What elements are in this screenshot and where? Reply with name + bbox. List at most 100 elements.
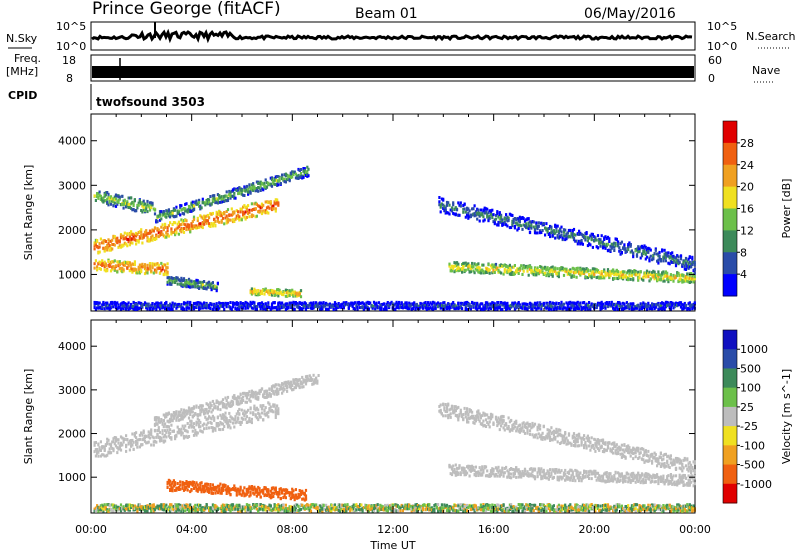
echo-cell [662,305,665,309]
echo-cell [608,301,611,304]
echo-cell [550,304,553,308]
echo-cell [250,187,253,191]
echo-cell [662,279,665,283]
echo-cell [177,209,180,213]
echo-cell [612,268,615,272]
echo-cell [448,203,451,207]
echo-cell [130,267,133,271]
echo-cell [153,302,157,306]
echo-cell [492,301,495,305]
echo-cell [257,189,260,193]
echo-cell [118,444,121,448]
echo-cell [130,305,133,309]
echo-cell [231,218,235,222]
echo-cell [106,243,109,247]
echo-cell [429,306,432,310]
echo-cell [216,400,219,404]
echo-cell [440,306,443,310]
echo-cell [601,274,605,278]
echo-cell [171,413,174,417]
echo-cell [101,198,104,202]
echo-cell [287,382,290,386]
echo-cell [177,413,180,417]
echo-cell [253,407,256,411]
echo-cell [259,305,262,309]
echo-cell [352,306,355,310]
echo-cell [257,182,260,185]
echo-cell [560,266,563,269]
echo-cell [208,405,211,409]
echo-cell [267,415,270,419]
echo-cell [201,283,204,287]
echo-cell [589,243,592,247]
echo-cell [211,426,214,430]
echo-cell [578,271,581,275]
echo-cell [326,303,329,307]
echo-cell [229,218,232,222]
echo-cell [158,420,162,424]
echo-cell [489,264,493,268]
echo-cell [185,282,188,286]
echo-cell [108,201,111,204]
echo-cell [690,305,693,309]
echo-cell [218,220,221,224]
echo-cell [234,397,237,400]
echo-cell [625,304,628,308]
echo-cell [119,269,123,273]
echo-cell [166,270,169,274]
echo-cell [121,301,124,305]
echo-cell [511,273,514,276]
echo-cell [461,263,464,266]
echo-cell [662,277,665,281]
echo-cell [291,288,294,292]
echo-cell [547,269,550,273]
echo-cell [220,220,223,224]
echo-cell [242,213,245,217]
echo-cell [143,263,147,267]
echo-cell [301,382,304,386]
echo-cell [486,305,489,309]
echo-cell [532,271,535,275]
echo-cell [511,222,514,226]
echo-cell [500,215,503,219]
echo-cell [361,301,364,305]
echo-cell [282,177,285,181]
echo-cell [567,234,571,238]
echo-cell [203,409,206,413]
echo-cell [225,305,228,309]
echo-cell [651,303,654,307]
echo-cell [229,191,232,194]
echo-cell [286,302,289,306]
echo-cell [180,208,183,212]
echo-cell [484,271,488,274]
echo-cell [133,260,136,264]
echo-cell [122,261,125,265]
echo-cell [153,268,157,272]
echo-cell [571,266,574,270]
echo-cell [160,304,163,308]
echo-cell [205,409,208,413]
echo-cell [669,303,672,307]
echo-cell [203,214,206,218]
echo-cell [667,254,670,258]
echo-cell [175,306,178,310]
echo-cell [272,301,275,305]
echo-cell [608,237,611,241]
echo-cell [542,301,545,305]
echo-cell [557,302,560,305]
echo-cell [539,302,542,306]
echo-cell [264,200,267,204]
echo-cell [130,206,133,210]
echo-cell [618,246,621,250]
echo-cell [282,389,285,393]
echo-cell [632,307,635,311]
echo-cell [507,218,510,222]
echo-cell [510,213,513,217]
echo-cell [593,238,596,242]
echo-cell [281,391,284,395]
echo-cell [177,428,180,431]
echo-cell [199,204,202,208]
echo-cell [185,306,188,310]
echo-cell [97,443,100,447]
echo-cell [186,410,189,413]
